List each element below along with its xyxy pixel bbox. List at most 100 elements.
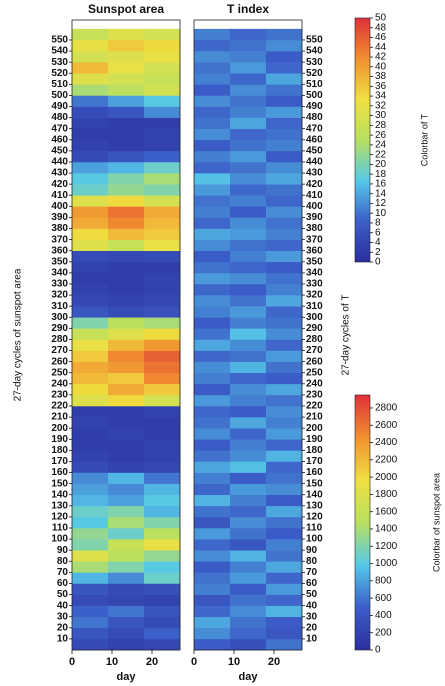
heatmap-cell [266, 350, 303, 362]
heatmap-cell [72, 28, 109, 41]
heatmap-cell [108, 51, 145, 63]
heatmap-cell [266, 84, 303, 96]
y-tick-label: 110 [52, 523, 69, 534]
heatmap-cell [72, 51, 109, 63]
heatmap-cell [266, 328, 303, 340]
heatmap-cell [194, 405, 231, 418]
colorbar-tick-label: 1600 [375, 506, 398, 517]
heatmap-cell [194, 428, 231, 440]
heatmap-cell [266, 106, 303, 118]
heatmap-cell [72, 527, 109, 540]
colorbar-tick-label: 2800 [375, 403, 398, 414]
heatmap-cell [230, 128, 267, 141]
y-tick-label: 510 [306, 79, 323, 90]
heatmap-cell [72, 117, 109, 129]
colorbar-tick-label: 8 [375, 218, 381, 229]
heatmap-cell [230, 394, 267, 407]
colorbar-tick-label: 38 [375, 71, 387, 82]
heatmap-cell [230, 361, 267, 374]
heatmap-cell [108, 483, 145, 496]
colorbar [354, 394, 371, 651]
heatmap-cell [230, 539, 267, 551]
y-tick-label: 310 [51, 301, 68, 312]
heatmap-cell [108, 550, 145, 562]
y-tick-label: 450 [51, 146, 68, 157]
heatmap-cell [108, 95, 145, 107]
heatmap-cell [108, 139, 145, 152]
y-tick-label: 160 [51, 467, 68, 478]
heatmap-cell [144, 583, 181, 595]
heatmap-cell [194, 472, 231, 484]
colorbar-tick-label: 1800 [375, 489, 398, 500]
heatmap-cell [144, 372, 181, 385]
heatmap-cell [72, 150, 109, 163]
y-tick-label: 520 [306, 68, 323, 79]
heatmap-cell [72, 239, 109, 252]
x-axis-label: day [117, 671, 137, 683]
heatmap-cell [266, 250, 303, 263]
y-tick-label: 230 [51, 390, 68, 401]
heatmap-cell [72, 139, 109, 152]
y-tick-label: 120 [306, 512, 323, 523]
heatmap-cell [194, 361, 231, 374]
heatmap-cell [144, 572, 181, 584]
colorbar-tick-label: 30 [375, 110, 387, 121]
colorbar-label: Colorbar of sunspot area [431, 473, 441, 572]
heatmap-cell [108, 450, 145, 462]
y-tick-label: 20 [57, 622, 69, 633]
heatmap-cell [266, 239, 303, 252]
heatmap-cell [230, 527, 267, 540]
heatmap-cell [108, 594, 145, 606]
y-tick-label: 50 [57, 589, 69, 600]
heatmap-cell [108, 494, 145, 507]
y-tick-label: 130 [306, 500, 323, 511]
colorbar-tick-label: 0 [375, 257, 381, 268]
y-tick-label: 340 [51, 268, 68, 279]
colorbar-tick-label: 200 [375, 627, 392, 638]
heatmap-cell [194, 62, 231, 74]
y-tick-label: 400 [51, 201, 68, 212]
heatmap-cell [144, 394, 181, 407]
heatmap-cell [72, 483, 109, 496]
heatmap-cell [72, 417, 109, 429]
heatmap-cell [230, 161, 267, 174]
heatmap-cell [108, 217, 145, 229]
heatmap-cell [230, 417, 267, 429]
heatmap-cell [266, 572, 303, 584]
heatmap-cell [144, 139, 181, 152]
heatmap-cell [194, 217, 231, 229]
heatmap-cell [194, 550, 231, 562]
y-tick-label: 20 [306, 622, 318, 633]
heatmap-cell [72, 184, 109, 196]
y-tick-label: 400 [306, 201, 323, 212]
heatmap-cell [266, 184, 303, 196]
y-tick-label: 320 [51, 290, 68, 301]
y-tick-label: 300 [51, 312, 68, 323]
heatmap-cell [230, 372, 267, 385]
heatmap-cell [144, 184, 181, 196]
heatmap-cell [72, 461, 109, 473]
heatmap-cell [144, 106, 181, 118]
heatmap-cell [108, 106, 145, 118]
y-tick-label: 290 [51, 323, 68, 334]
y-tick-label: 530 [306, 57, 323, 68]
heatmap-cell [108, 405, 145, 418]
x-tick-label: 10 [228, 656, 240, 668]
y-tick-label: 440 [306, 157, 323, 168]
heatmap-cell [194, 317, 231, 329]
heatmap-cell [230, 84, 267, 96]
heatmap-cell [194, 328, 231, 340]
heatmap-cell [194, 295, 231, 307]
y-tick-label: 180 [306, 445, 323, 456]
heatmap-cell [266, 383, 303, 396]
heatmap-cell [194, 28, 231, 41]
heatmap-cell [266, 39, 303, 52]
heatmap-cell [144, 328, 181, 340]
heatmap-cell [266, 261, 303, 274]
heatmap-cell [144, 638, 181, 651]
heatmap-cell [230, 627, 267, 640]
y-tick-label: 420 [306, 179, 323, 190]
colorbar-tick-label: 4 [375, 237, 381, 248]
heatmap-cell [144, 494, 181, 507]
heatmap-cell [108, 206, 145, 218]
